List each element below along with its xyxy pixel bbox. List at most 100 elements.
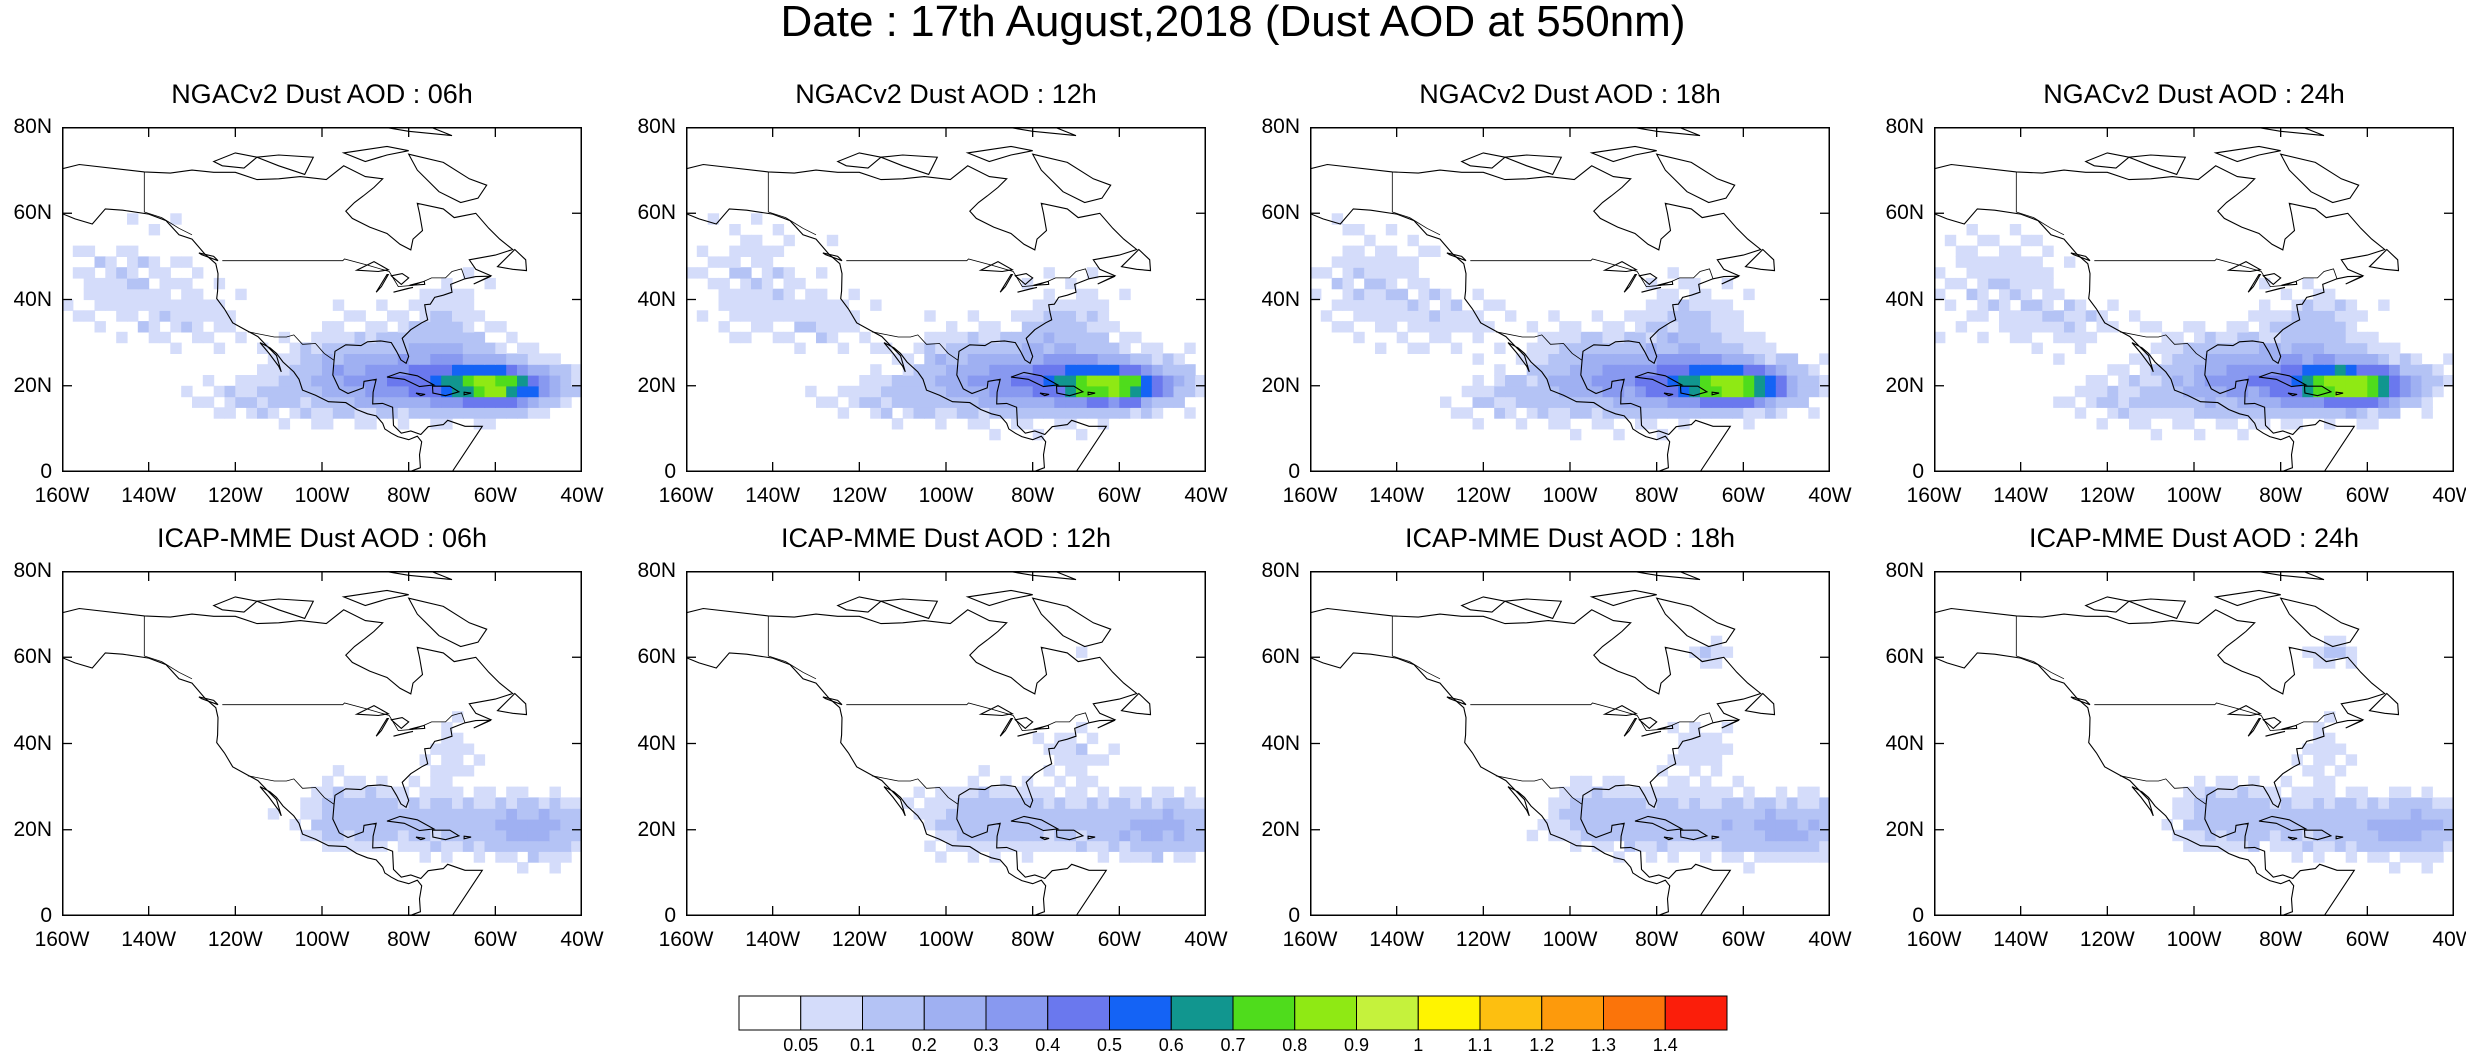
aod-cell bbox=[1375, 267, 1387, 279]
aod-cell bbox=[2324, 646, 2336, 658]
aod-cell bbox=[2432, 385, 2444, 398]
aod-cell bbox=[2367, 851, 2379, 863]
aod-cell bbox=[1526, 396, 1539, 408]
aod-cell bbox=[1086, 407, 1099, 419]
aod-cell bbox=[1108, 808, 1120, 820]
aod-cell bbox=[62, 299, 74, 311]
aod-cell bbox=[408, 840, 421, 852]
aod-cell bbox=[1548, 819, 1560, 831]
aod-cell bbox=[2161, 375, 2173, 387]
aod-cell bbox=[1086, 754, 1099, 766]
aod-cell bbox=[289, 407, 301, 419]
aod-cell bbox=[1700, 754, 1712, 766]
aod-cell bbox=[1353, 288, 1365, 301]
aod-cell bbox=[1977, 234, 1989, 247]
aod-cell bbox=[1353, 310, 1365, 322]
aod-cell bbox=[1407, 310, 1419, 322]
aod-cell bbox=[1678, 840, 1690, 852]
aod-cell bbox=[127, 277, 139, 290]
aod-cell bbox=[2150, 375, 2163, 387]
aod-cell bbox=[2313, 331, 2325, 344]
aod-cell bbox=[740, 331, 752, 344]
aod-cell bbox=[1700, 657, 1712, 669]
aod-cell bbox=[1097, 829, 1110, 842]
aod-cell bbox=[1754, 385, 1766, 398]
aod-cell bbox=[1559, 385, 1571, 398]
aod-cell bbox=[105, 267, 117, 279]
aod-cell bbox=[1054, 342, 1066, 354]
aod-cell bbox=[729, 288, 741, 301]
aod-cell bbox=[794, 342, 806, 354]
country-border bbox=[846, 702, 1090, 732]
aod-cell bbox=[2226, 808, 2238, 820]
longitude-tick-label: 80W bbox=[1635, 928, 1679, 951]
aod-cell bbox=[946, 321, 958, 333]
aod-cell bbox=[1011, 353, 1023, 365]
aod-cell bbox=[2334, 342, 2347, 354]
aod-cell bbox=[2194, 797, 2206, 809]
coastline bbox=[686, 607, 1138, 916]
aod-cell bbox=[902, 364, 915, 376]
aod-cell bbox=[2183, 418, 2195, 430]
aod-cell bbox=[1021, 797, 1034, 809]
aod-cell bbox=[1320, 267, 1333, 279]
aod-cell bbox=[387, 331, 399, 344]
aod-cell bbox=[740, 277, 752, 290]
aod-cell bbox=[1570, 840, 1582, 852]
aod-cell bbox=[956, 786, 969, 798]
aod-cell bbox=[473, 364, 486, 376]
aod-cell bbox=[1418, 245, 1430, 257]
aod-cell bbox=[2313, 375, 2325, 387]
aod-cell bbox=[1130, 364, 1142, 376]
aod-cell bbox=[2324, 299, 2336, 311]
aod-cell bbox=[1710, 342, 1723, 354]
aod-cell bbox=[2215, 375, 2228, 387]
aod-cell bbox=[517, 396, 529, 408]
aod-cell bbox=[495, 321, 507, 333]
latitude-tick-label: 0 bbox=[1288, 460, 1300, 483]
aod-cell bbox=[2324, 364, 2336, 376]
aod-cell bbox=[452, 840, 464, 852]
aod-cell bbox=[1743, 342, 1755, 354]
aod-cell bbox=[2410, 385, 2423, 398]
aod-cell bbox=[1000, 364, 1012, 376]
aod-cell bbox=[257, 407, 269, 419]
aod-cell bbox=[2324, 657, 2336, 669]
aod-cell bbox=[2183, 342, 2195, 354]
coastline bbox=[2128, 598, 2187, 620]
aod-cell bbox=[1011, 310, 1023, 322]
coastline bbox=[1017, 730, 1038, 737]
aod-cell bbox=[1667, 721, 1679, 734]
aod-cell bbox=[1656, 407, 1669, 419]
latitude-tick-label: 0 bbox=[1288, 904, 1300, 927]
map-panel-1: NGACv2 Dust AOD : 06h 80N 60N 40N 20N 0 160W 14… bbox=[13, 79, 603, 507]
aod-cell bbox=[2356, 342, 2368, 354]
aod-cell bbox=[484, 407, 496, 419]
aod-cell bbox=[794, 277, 806, 290]
aod-cell bbox=[1021, 786, 1034, 798]
longitude-tick-label: 120W bbox=[831, 484, 887, 507]
aod-cell bbox=[2356, 375, 2368, 387]
aod-cell bbox=[1689, 396, 1701, 408]
aod-cell bbox=[408, 353, 421, 365]
aod-cell bbox=[397, 407, 410, 419]
aod-cell bbox=[1342, 299, 1354, 311]
aod-cell bbox=[170, 321, 182, 333]
coastlines bbox=[1934, 127, 2400, 472]
aod-cell bbox=[1710, 635, 1723, 648]
colorbar-tick-label: 1.3 bbox=[1590, 1035, 1617, 1055]
aod-cell bbox=[2259, 375, 2271, 387]
aod-cell bbox=[1656, 310, 1669, 322]
aod-cell bbox=[1076, 786, 1088, 798]
aod-cell bbox=[2215, 786, 2228, 798]
aod-cell bbox=[452, 808, 464, 820]
aod-cell bbox=[1097, 353, 1110, 365]
aod-cell bbox=[1065, 797, 1077, 809]
aod-cell bbox=[571, 375, 582, 387]
aod-cell bbox=[343, 375, 356, 387]
aod-cell bbox=[1505, 385, 1517, 398]
aod-cell bbox=[1054, 385, 1066, 398]
aod-cell bbox=[1710, 829, 1723, 842]
aod-cell bbox=[419, 310, 431, 322]
aod-cell bbox=[116, 299, 128, 311]
